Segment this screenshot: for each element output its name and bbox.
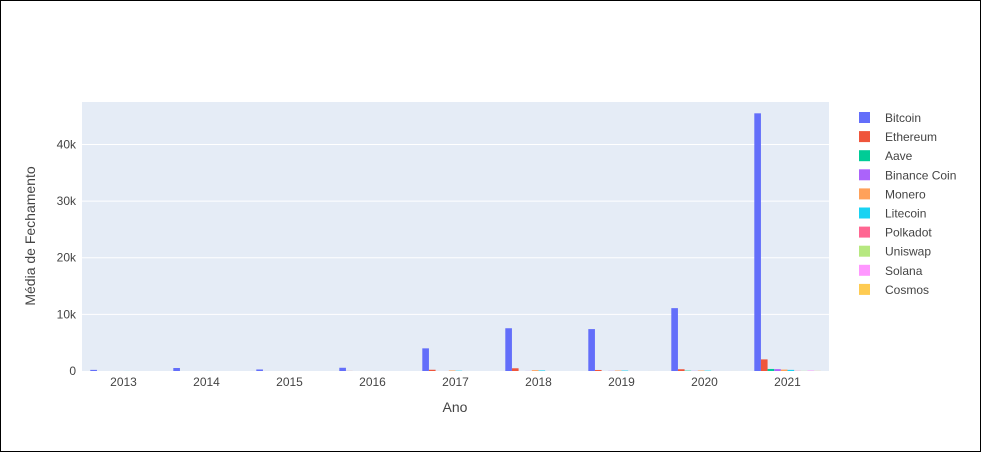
x-tick-label: 2016 [359, 375, 386, 389]
legend-swatch [859, 131, 870, 142]
legend-label: Uniswap [885, 245, 931, 259]
legend-swatch [859, 227, 870, 238]
legend-swatch [859, 112, 870, 123]
bar [173, 368, 180, 371]
y-tick-label: 40k [57, 137, 77, 151]
bar [768, 369, 775, 371]
legend-swatch [859, 208, 870, 219]
legend-label: Litecoin [885, 207, 926, 221]
y-tick-label: 20k [57, 251, 77, 265]
bar [588, 329, 595, 371]
legend-label: Aave [885, 149, 913, 163]
x-tick-label: 2017 [442, 375, 469, 389]
y-tick-label: 10k [57, 307, 77, 321]
legend: Bitcoin Ethereum Aave Binance Coin Monero Lit… [859, 111, 956, 297]
legend-item: Monero [859, 187, 926, 201]
bar [532, 370, 539, 371]
legend-item: Ethereum [859, 130, 937, 144]
legend-item: Polkadot [859, 226, 932, 240]
bar [539, 370, 546, 371]
bar [678, 369, 685, 371]
bar [429, 370, 436, 371]
x-tick-label: 2015 [276, 375, 303, 389]
bar [595, 370, 602, 371]
bar [449, 370, 456, 371]
legend-swatch [859, 188, 870, 199]
legend-label: Solana [885, 264, 923, 278]
legend-label: Binance Coin [885, 168, 956, 182]
bar [339, 368, 346, 371]
legend-label: Bitcoin [885, 111, 921, 125]
y-tick-label: 30k [57, 194, 77, 208]
bar [90, 370, 97, 371]
legend-item: Bitcoin [859, 111, 921, 125]
legend-item: Binance Coin [859, 168, 956, 182]
bar [512, 368, 519, 371]
bar [256, 369, 263, 371]
legend-swatch [859, 246, 870, 257]
x-tick-label: 2013 [110, 375, 137, 389]
legend-item: Cosmos [859, 283, 929, 297]
bar [761, 359, 768, 371]
y-tick-label: 0 [69, 364, 76, 378]
x-axis-title: Ano [443, 399, 468, 415]
legend-item: Uniswap [859, 245, 931, 259]
y-axis-title: Média de Fechamento [22, 166, 38, 306]
x-tick-label: 2018 [525, 375, 552, 389]
bar [774, 369, 781, 371]
x-tick-label: 2021 [774, 375, 801, 389]
bar [422, 348, 429, 371]
legend-label: Ethereum [885, 130, 937, 144]
legend-label: Polkadot [885, 226, 932, 240]
legend-swatch [859, 169, 870, 180]
legend-item: Litecoin [859, 207, 926, 221]
y-axis: 0 10k 20k 30k 40k [57, 137, 77, 378]
legend-item: Aave [859, 149, 913, 163]
bar [781, 370, 788, 371]
legend-swatch [859, 284, 870, 295]
legend-swatch [859, 265, 870, 276]
x-tick-label: 2020 [691, 375, 718, 389]
bar [754, 113, 761, 371]
plot-area [82, 102, 829, 371]
legend-swatch [859, 150, 870, 161]
bar [671, 308, 678, 371]
x-axis: 2013 2014 2015 2016 2017 2018 2019 2020 2021 [110, 375, 801, 389]
x-tick-label: 2014 [193, 375, 220, 389]
x-tick-label: 2019 [608, 375, 635, 389]
bar [505, 328, 512, 371]
legend-label: Cosmos [885, 283, 929, 297]
legend-item: Solana [859, 264, 923, 278]
legend-label: Monero [885, 187, 926, 201]
bar [788, 370, 795, 371]
